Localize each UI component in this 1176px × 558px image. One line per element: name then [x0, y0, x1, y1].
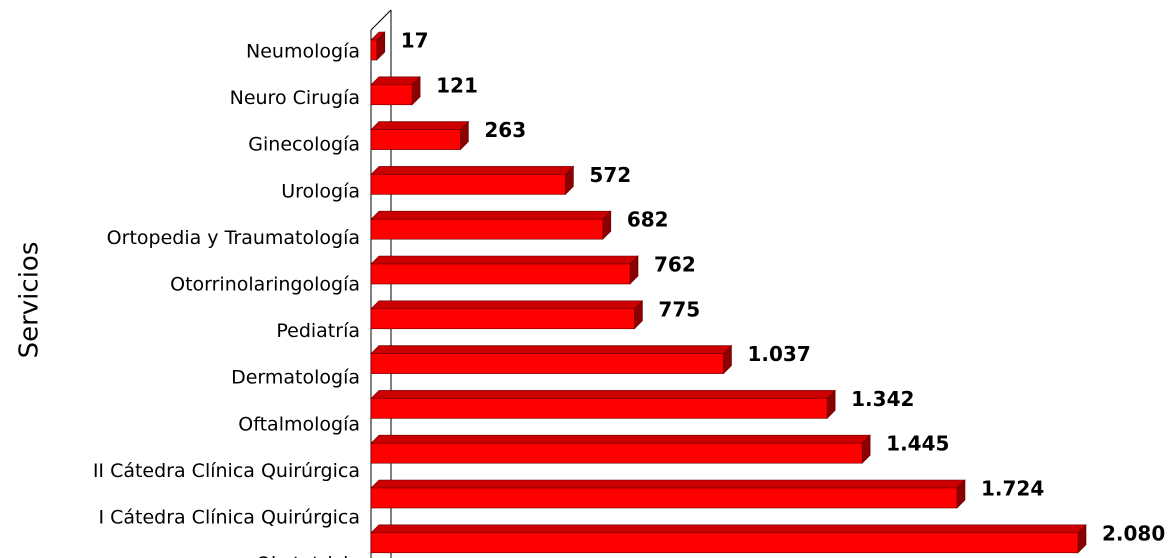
- bar-top: [370, 524, 1087, 534]
- bar: [370, 487, 958, 509]
- bar: [370, 532, 1079, 554]
- bar-top: [370, 390, 836, 399]
- category-label: Dermatología: [231, 367, 360, 389]
- category-label: Neumología: [246, 41, 360, 63]
- bar: [370, 174, 566, 195]
- bar-top: [370, 121, 470, 130]
- category-label: Neuro Cirugía: [230, 87, 360, 109]
- category-label: Ortopedia y Traumatología: [107, 227, 360, 249]
- wall-top-edge: [370, 9, 392, 31]
- value-label: 121: [436, 73, 478, 97]
- bar: [370, 263, 631, 285]
- bar-top: [370, 345, 733, 354]
- value-label: 2.080: [1102, 521, 1165, 545]
- bar-top: [370, 434, 871, 444]
- bar: [370, 398, 828, 419]
- category-label: I Cátedra Clínica Quirúrgica: [98, 507, 360, 529]
- bar: [370, 218, 604, 240]
- bar: [370, 442, 863, 464]
- bar-top: [370, 76, 421, 86]
- bar-top: [370, 210, 612, 220]
- category-label: Oftalmología: [238, 413, 360, 435]
- value-label: 775: [658, 297, 700, 321]
- value-label: 762: [654, 253, 696, 277]
- category-label: Ginecología: [248, 134, 360, 156]
- bar: [370, 308, 635, 330]
- y-axis-title: Servicios: [15, 242, 45, 359]
- value-label: 682: [627, 208, 669, 232]
- bar-top: [370, 166, 575, 175]
- value-label: 1.445: [886, 432, 949, 456]
- value-label: 17: [401, 29, 429, 53]
- bar: [370, 84, 413, 106]
- category-label: Pediatría: [276, 320, 360, 342]
- bar-top: [370, 300, 644, 310]
- value-label: 1.342: [851, 387, 914, 411]
- bar: [370, 39, 378, 61]
- value-label: 572: [589, 163, 631, 187]
- category-label: Urología: [281, 180, 360, 202]
- category-label: Otorrinolaringología: [170, 274, 360, 296]
- value-label: 263: [484, 118, 526, 142]
- category-label: Obstetricia: [256, 553, 360, 558]
- bar-top: [370, 479, 966, 489]
- bar-top: [370, 255, 639, 265]
- bar: [370, 129, 461, 150]
- category-label: II Cátedra Clínica Quirúrgica: [93, 460, 360, 482]
- value-label: 1.724: [981, 477, 1044, 501]
- bar: [370, 353, 724, 374]
- value-label: 1.037: [747, 342, 810, 366]
